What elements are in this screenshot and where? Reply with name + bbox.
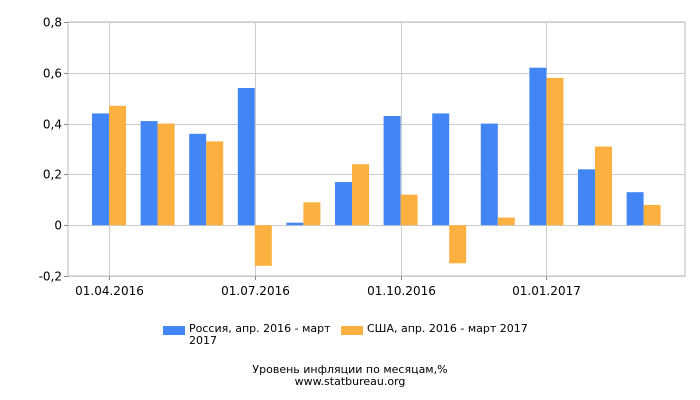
bar-usa — [497, 217, 515, 226]
bar-russia — [286, 222, 304, 226]
x-tick-label: 01.04.2016 — [75, 284, 144, 298]
legend-swatch-usa — [341, 326, 363, 335]
y-tick-label: 0,8 — [43, 16, 62, 30]
bar-russia — [383, 116, 401, 226]
bar-russia — [140, 121, 158, 226]
source-url: www.statbureau.org — [294, 375, 406, 388]
x-tick-label: 01.01.2017 — [512, 284, 581, 298]
bar-usa — [109, 105, 126, 226]
bar-usa — [254, 225, 272, 266]
legend-swatch-russia — [163, 326, 185, 335]
bar-usa — [352, 164, 369, 226]
bar-russia — [626, 192, 644, 226]
y-tick-label: -0,2 — [39, 270, 62, 284]
legend-label-russia: Россия, апр. 2016 - март 2017 — [189, 322, 331, 347]
bar-russia — [480, 123, 498, 226]
bar-russia — [189, 133, 207, 226]
y-tick-label: 0,6 — [43, 67, 62, 81]
x-tick-label: 01.10.2016 — [367, 284, 436, 298]
bar-russia — [432, 113, 450, 226]
bar-russia — [578, 169, 595, 226]
legend-label-usa: США, апр. 2016 - март 2017 — [367, 322, 528, 335]
bar-usa — [595, 146, 612, 226]
bar-russia — [529, 67, 547, 226]
bar-usa — [400, 194, 418, 226]
bar-usa — [546, 77, 564, 226]
bar-usa — [449, 225, 467, 264]
bar-usa — [303, 202, 321, 226]
bar-russia — [237, 88, 255, 226]
chart-title: Уровень инфляции по месяцам,% — [252, 363, 448, 376]
y-tick-label: 0,2 — [43, 168, 62, 182]
bar-usa — [206, 141, 224, 226]
bar-usa — [157, 123, 175, 226]
bar-usa — [643, 204, 661, 226]
inflation-bar-chart: -0,2 0 0,2 0,4 0,6 0,8 01.04.2016 01.07.2016 01.… — [39, 16, 686, 298]
y-tick-label: 0,4 — [43, 118, 62, 132]
bar-russia — [92, 113, 109, 226]
bar-russia — [335, 182, 352, 226]
y-tick-label: 0 — [54, 219, 62, 233]
x-tick-label: 01.07.2016 — [221, 284, 290, 298]
